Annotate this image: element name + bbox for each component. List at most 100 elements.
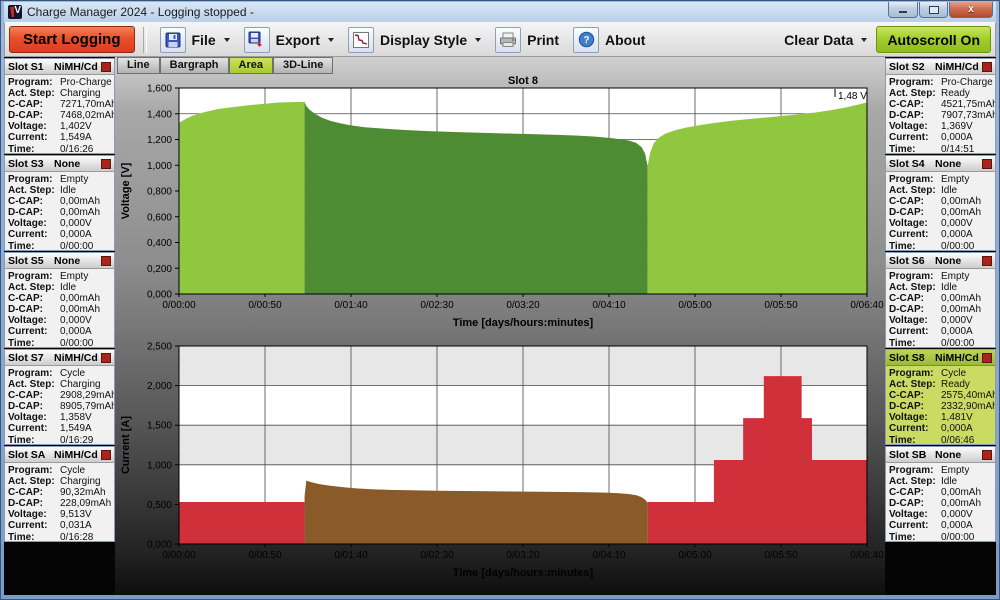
slot-panel[interactable]: Slot S8 NiMH/Cd Program: Cycle Act. Step: R… bbox=[885, 349, 996, 445]
field-value: 0/00:00 bbox=[60, 337, 94, 348]
field-label: Voltage: bbox=[8, 218, 47, 230]
field-value: 90,32mAh bbox=[60, 487, 106, 499]
slot-header[interactable]: Slot S4 None bbox=[886, 156, 995, 172]
question-mark-icon: ? bbox=[573, 26, 600, 53]
field-label: D-CAP: bbox=[8, 207, 43, 219]
start-logging-button[interactable]: Start Logging bbox=[9, 26, 135, 53]
slot-body: Program: Cycle Act. Step: Charging C-CAP: 90,… bbox=[5, 463, 114, 542]
close-button[interactable]: x bbox=[949, 2, 993, 18]
slot-panel[interactable]: Slot S4 None Program: Empty Act. Step: Idle… bbox=[885, 155, 996, 251]
slot-field-row: Program: Cycle bbox=[889, 368, 992, 379]
slot-name: Slot S1 bbox=[8, 60, 44, 73]
field-value: 0,000V bbox=[941, 218, 973, 230]
field-label: Program: bbox=[8, 77, 53, 88]
field-label: D-CAP: bbox=[889, 207, 924, 219]
field-value: 0,000V bbox=[941, 315, 973, 327]
slot-field-row: Act. Step: Idle bbox=[889, 476, 992, 487]
field-label: Current: bbox=[8, 520, 48, 532]
x-tick-label: 0/01:40 bbox=[334, 550, 368, 561]
tab-3d-line[interactable]: 3D-Line bbox=[273, 57, 334, 74]
slot-body: Program: Empty Act. Step: Idle C-CAP: 0,00mAh… bbox=[886, 463, 995, 541]
file-button[interactable]: File bbox=[155, 25, 235, 55]
field-value: 0/14:51 bbox=[941, 143, 975, 154]
field-label: Time: bbox=[8, 337, 35, 348]
tab-area[interactable]: Area bbox=[228, 57, 273, 74]
slot-panel[interactable]: Slot S2 NiMH/Cd Program: Pro-Charge Act. S… bbox=[885, 58, 996, 154]
field-label: Act. Step: bbox=[889, 88, 936, 100]
autoscroll-button[interactable]: Autoscroll On bbox=[876, 26, 991, 53]
slot-field-row: Current: 1,549A bbox=[8, 132, 111, 143]
slot-header[interactable]: Slot SA NiMH/Cd bbox=[5, 447, 114, 463]
field-label: Program: bbox=[8, 271, 53, 282]
slot-field-row: C-CAP: 7271,70mAh bbox=[8, 99, 114, 110]
slot-field-row: Current: 0,000A bbox=[889, 520, 992, 531]
slot-header[interactable]: Slot S7 NiMH/Cd bbox=[5, 350, 114, 366]
red-square-led-icon bbox=[982, 158, 992, 169]
field-label: D-CAP: bbox=[8, 304, 43, 316]
field-value: 2332,90mAh bbox=[941, 401, 996, 413]
slot-header[interactable]: Slot SB None bbox=[886, 447, 995, 463]
slot-panel[interactable]: Slot SA NiMH/Cd Program: Cycle Act. Step: C… bbox=[4, 446, 115, 542]
clear-data-button[interactable]: Clear Data bbox=[779, 30, 872, 50]
display-style-tabs: Line Bargraph Area 3D-Line bbox=[115, 57, 885, 74]
slot-panel[interactable]: Slot SB None Program: Empty Act. Step: Idle… bbox=[885, 446, 996, 542]
field-label: D-CAP: bbox=[889, 304, 924, 316]
slot-field-row: D-CAP: 0,00mAh bbox=[8, 304, 111, 315]
slot-field-row: Act. Step: Ready bbox=[889, 379, 992, 390]
about-button[interactable]: ? About bbox=[568, 25, 650, 55]
slot-panel[interactable]: Slot S5 None Program: Empty Act. Step: Idle… bbox=[4, 252, 115, 348]
slot-field-row: Act. Step: Idle bbox=[889, 185, 992, 196]
field-label: Current: bbox=[889, 229, 929, 241]
slot-header[interactable]: Slot S8 NiMH/Cd bbox=[886, 350, 995, 366]
tab-bargraph[interactable]: Bargraph bbox=[159, 57, 229, 74]
field-label: Act. Step: bbox=[8, 379, 55, 391]
display-style-button[interactable]: Display Style bbox=[343, 25, 486, 55]
slot-field-row: Program: Pro-Charge bbox=[8, 77, 112, 88]
slot-name: Slot S6 bbox=[889, 254, 925, 267]
field-value: 1,402V bbox=[60, 121, 92, 133]
field-value: 0,00mAh bbox=[941, 293, 982, 305]
slot-header[interactable]: Slot S6 None bbox=[886, 253, 995, 269]
slot-field-row: Program: Empty bbox=[8, 271, 111, 282]
slot-field-row: Act. Step: Charging bbox=[8, 88, 111, 99]
slot-header[interactable]: Slot S5 None bbox=[5, 253, 114, 269]
field-label: Program: bbox=[8, 174, 53, 185]
slot-panel[interactable]: Slot S1 NiMH/Cd Program: Pro-Charge Act. S… bbox=[4, 58, 115, 154]
print-button[interactable]: Print bbox=[490, 25, 564, 55]
slot-panel[interactable]: Slot S7 NiMH/Cd Program: Cycle Act. Step: C… bbox=[4, 349, 115, 445]
field-label: Time: bbox=[8, 143, 35, 154]
maximize-button[interactable] bbox=[919, 2, 948, 18]
slot-panel[interactable]: Slot S6 None Program: Empty Act. Step: Idle… bbox=[885, 252, 996, 348]
field-value: 0,00mAh bbox=[60, 196, 101, 208]
slot-header[interactable]: Slot S1 NiMH/Cd bbox=[5, 59, 114, 75]
window-title: Charge Manager 2024 - Logging stopped - bbox=[27, 5, 254, 19]
field-value: 0,000A bbox=[60, 326, 92, 338]
slot-field-row: Program: Empty bbox=[8, 174, 111, 185]
x-tick-label: 0/06:40 bbox=[850, 300, 884, 311]
slot-header[interactable]: Slot S3 None bbox=[5, 156, 114, 172]
red-square-led-icon bbox=[101, 255, 111, 266]
slot-field-row: Act. Step: Idle bbox=[8, 185, 111, 196]
slot-panel[interactable]: Slot S3 None Program: Empty Act. Step: Idle… bbox=[4, 155, 115, 251]
slot-field-row: D-CAP: 2332,90mAh bbox=[889, 401, 995, 412]
minimize-button[interactable] bbox=[888, 2, 918, 18]
field-label: Act. Step: bbox=[8, 282, 55, 294]
toolbar-separator bbox=[142, 26, 147, 53]
x-tick-label: 0/04:10 bbox=[592, 550, 626, 561]
slot-body: Program: Cycle Act. Step: Ready C-CAP: 2575,4… bbox=[886, 366, 995, 444]
field-label: Current: bbox=[889, 132, 929, 144]
field-value: 0,00mAh bbox=[941, 498, 982, 510]
slot-field-row: C-CAP: 2575,40mAh bbox=[889, 390, 995, 401]
y-tick-label: 1,400 bbox=[147, 109, 172, 120]
series-charge-phase-1 bbox=[179, 101, 305, 294]
field-label: Time: bbox=[8, 531, 35, 542]
x-tick-label: 0/06:40 bbox=[850, 550, 884, 561]
y-tick-label: 1,600 bbox=[147, 84, 172, 95]
field-label: C-CAP: bbox=[8, 487, 43, 499]
slot-header[interactable]: Slot S2 NiMH/Cd bbox=[886, 59, 995, 75]
slot-chemistry: None bbox=[935, 448, 962, 461]
tab-line[interactable]: Line bbox=[117, 57, 160, 74]
x-axis-label: Time [days/hours:minutes] bbox=[453, 567, 594, 579]
slot-field-row: Program: Empty bbox=[889, 271, 992, 282]
export-button[interactable]: Export bbox=[239, 25, 339, 55]
